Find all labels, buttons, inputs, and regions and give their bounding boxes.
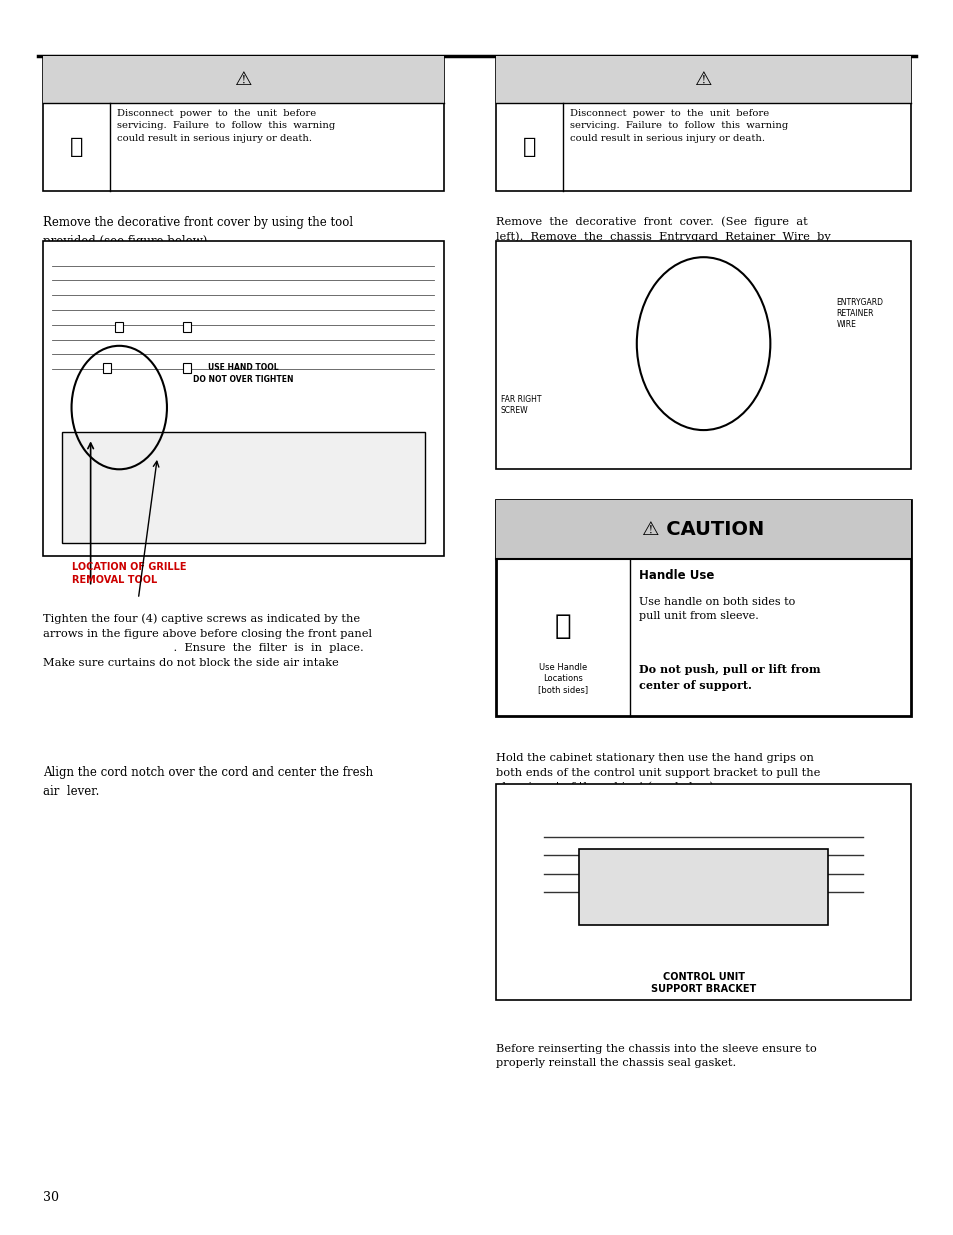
Text: FAR RIGHT
SCREW: FAR RIGHT SCREW <box>500 395 540 415</box>
Text: 30: 30 <box>43 1191 59 1204</box>
Text: Disconnect  power  to  the  unit  before
servicing.  Failure  to  follow  this  : Disconnect power to the unit before serv… <box>117 109 335 143</box>
FancyBboxPatch shape <box>578 850 827 925</box>
Text: CONTROL UNIT
SUPPORT BRACKET: CONTROL UNIT SUPPORT BRACKET <box>650 972 756 994</box>
Text: Before reinserting the chassis into the sleeve ensure to
properly reinstall the : Before reinserting the chassis into the … <box>496 1044 816 1068</box>
Text: Remove the decorative front cover by using the tool
provided (see figure below).: Remove the decorative front cover by usi… <box>43 216 353 248</box>
Text: ENTRYGARD
RETAINER
WIRE: ENTRYGARD RETAINER WIRE <box>836 298 882 330</box>
Text: USE HAND TOOL
DO NOT OVER TIGHTEN: USE HAND TOOL DO NOT OVER TIGHTEN <box>193 363 294 384</box>
Text: Use Handle
Locations
[both sides]: Use Handle Locations [both sides] <box>537 663 587 694</box>
Text: Tighten the four (4) captive screws as indicated by the
arrows in the figure abo: Tighten the four (4) captive screws as i… <box>43 614 372 668</box>
FancyBboxPatch shape <box>183 322 191 332</box>
FancyBboxPatch shape <box>115 322 123 332</box>
FancyBboxPatch shape <box>496 784 910 1000</box>
Text: 🖥: 🖥 <box>554 611 571 640</box>
Text: LOCATION OF GRILLE
REMOVAL TOOL: LOCATION OF GRILLE REMOVAL TOOL <box>71 562 186 585</box>
Text: 🖐: 🖐 <box>522 137 536 157</box>
Text: Disconnect  power  to  the  unit  before
servicing.  Failure  to  follow  this  : Disconnect power to the unit before serv… <box>570 109 788 143</box>
Text: ⚠: ⚠ <box>234 69 252 89</box>
Text: Do not push, pull or lift from
center of support.: Do not push, pull or lift from center of… <box>639 664 820 690</box>
Text: Align the cord notch over the cord and center the fresh
air  lever.: Align the cord notch over the cord and c… <box>43 766 373 798</box>
FancyBboxPatch shape <box>183 363 191 373</box>
FancyBboxPatch shape <box>496 241 910 469</box>
FancyBboxPatch shape <box>43 56 443 191</box>
Text: Hold the cabinet stationary then use the hand grips on
both ends of the control : Hold the cabinet stationary then use the… <box>496 753 820 793</box>
FancyBboxPatch shape <box>43 241 443 556</box>
Text: Use handle on both sides to
pull unit from sleeve.: Use handle on both sides to pull unit fr… <box>639 597 795 620</box>
FancyBboxPatch shape <box>103 363 111 373</box>
FancyBboxPatch shape <box>496 56 910 191</box>
FancyBboxPatch shape <box>496 56 910 103</box>
FancyBboxPatch shape <box>43 56 443 103</box>
Text: Remove  the  decorative  front  cover.  (See  figure  at
left).  Remove  the  ch: Remove the decorative front cover. (See … <box>496 216 837 287</box>
FancyBboxPatch shape <box>496 500 910 716</box>
FancyBboxPatch shape <box>62 432 424 543</box>
FancyBboxPatch shape <box>496 500 910 559</box>
Text: 🖐: 🖐 <box>70 137 83 157</box>
Text: ⚠ CAUTION: ⚠ CAUTION <box>641 520 764 540</box>
Text: Handle Use: Handle Use <box>639 569 714 583</box>
Text: ⚠: ⚠ <box>694 69 712 89</box>
